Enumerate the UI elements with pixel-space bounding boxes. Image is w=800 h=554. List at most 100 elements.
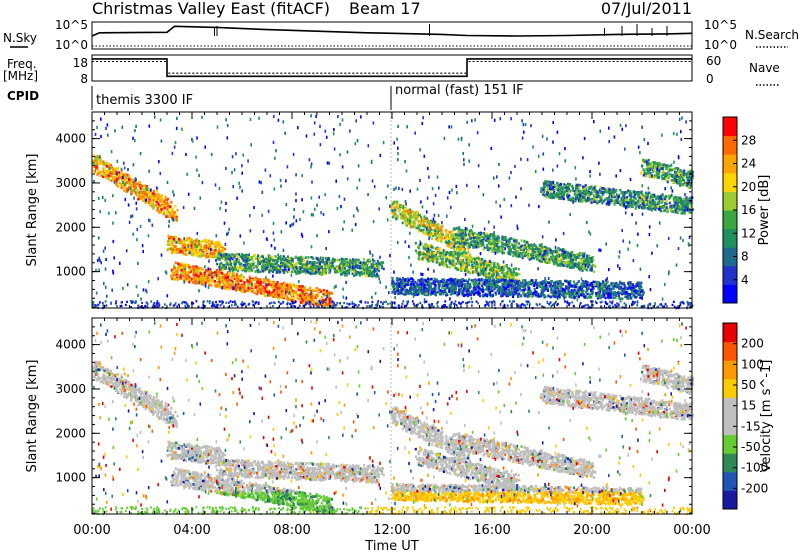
power-cell bbox=[399, 213, 402, 216]
power-cell bbox=[160, 196, 163, 199]
power-cell bbox=[528, 254, 532, 257]
power-cell bbox=[182, 274, 185, 278]
power-cell bbox=[298, 271, 301, 275]
power-cell bbox=[224, 276, 227, 279]
power-cell bbox=[115, 179, 118, 182]
power-cell bbox=[104, 168, 107, 172]
power-cell bbox=[272, 268, 275, 272]
power-cell bbox=[281, 258, 284, 261]
power-cell bbox=[557, 260, 560, 263]
power-cell bbox=[573, 255, 576, 259]
power-cell bbox=[434, 229, 437, 232]
power-cell bbox=[295, 272, 298, 275]
power-cell bbox=[116, 177, 119, 181]
power-cell bbox=[650, 207, 653, 210]
power-cell bbox=[362, 272, 366, 275]
power-cell bbox=[136, 182, 139, 186]
power-cell bbox=[251, 290, 254, 293]
power-cell bbox=[158, 198, 161, 202]
power-cell bbox=[284, 266, 287, 269]
power-cell bbox=[556, 263, 559, 267]
power-cell bbox=[466, 238, 469, 241]
power-cell bbox=[264, 263, 267, 266]
power-cell bbox=[304, 289, 307, 292]
power-cell bbox=[663, 197, 667, 201]
power-cell bbox=[250, 256, 253, 259]
power-cell bbox=[188, 239, 191, 242]
power-cell bbox=[630, 195, 633, 199]
power-cell bbox=[503, 251, 506, 255]
power-cell bbox=[109, 163, 113, 167]
power-cell bbox=[355, 258, 358, 262]
power-cell bbox=[453, 238, 456, 241]
power-cell bbox=[637, 199, 640, 203]
power-cell bbox=[256, 270, 260, 274]
power-cell bbox=[482, 236, 485, 240]
power-cell bbox=[390, 204, 393, 208]
power-cell bbox=[635, 191, 639, 194]
power-cell bbox=[676, 211, 679, 215]
power-cell bbox=[218, 277, 221, 281]
power-cell bbox=[235, 272, 239, 276]
power-cell bbox=[508, 248, 511, 251]
power-cell bbox=[665, 199, 668, 203]
power-cell bbox=[178, 251, 181, 254]
power-cell bbox=[509, 268, 512, 272]
power-cell bbox=[212, 249, 215, 252]
power-cell bbox=[520, 239, 523, 242]
power-cell bbox=[298, 285, 301, 288]
power-cell bbox=[178, 237, 181, 241]
power-cell bbox=[655, 204, 658, 207]
power-cell bbox=[237, 288, 240, 291]
power-cell bbox=[543, 248, 546, 251]
power-cell bbox=[426, 223, 429, 226]
power-cell bbox=[445, 232, 448, 235]
power-cell bbox=[549, 251, 552, 255]
power-cell bbox=[559, 182, 562, 186]
power-cell bbox=[461, 241, 464, 245]
power-cell bbox=[463, 242, 466, 245]
power-cell bbox=[128, 174, 131, 178]
power-cell bbox=[418, 224, 421, 228]
power-cell bbox=[393, 207, 396, 210]
power-cell bbox=[669, 207, 672, 210]
power-cell bbox=[580, 194, 583, 198]
power-cell bbox=[525, 243, 528, 247]
power-cell bbox=[560, 261, 563, 265]
power-cell bbox=[320, 301, 323, 305]
power-cell bbox=[488, 264, 491, 267]
power-cell bbox=[418, 250, 421, 254]
power-cell bbox=[452, 257, 455, 261]
power-cell bbox=[173, 277, 176, 281]
power-cell bbox=[303, 293, 306, 297]
power-cell bbox=[243, 290, 246, 294]
power-cell bbox=[423, 215, 426, 218]
power-cell bbox=[567, 261, 570, 265]
power-cell bbox=[316, 270, 319, 274]
power-cell bbox=[193, 242, 196, 246]
power-cell bbox=[329, 266, 332, 270]
power-cell bbox=[523, 240, 526, 244]
power-cell bbox=[176, 248, 179, 251]
power-cell bbox=[320, 265, 323, 269]
power-cell bbox=[592, 190, 595, 193]
power-cell bbox=[160, 198, 163, 201]
power-cell bbox=[174, 204, 177, 208]
power-cell bbox=[487, 241, 490, 245]
power-cell bbox=[415, 226, 418, 230]
power-cell bbox=[546, 180, 549, 183]
power-cell bbox=[545, 247, 548, 250]
power-cell bbox=[150, 205, 154, 208]
power-cell bbox=[192, 273, 195, 276]
power-cell bbox=[355, 272, 359, 275]
power-cell bbox=[268, 271, 271, 274]
power-cell bbox=[317, 303, 320, 306]
power-cell bbox=[235, 279, 238, 283]
power-cell bbox=[391, 202, 394, 205]
power-cell bbox=[461, 247, 464, 250]
power-cell bbox=[199, 255, 202, 258]
power-cell bbox=[458, 261, 461, 264]
power-cell bbox=[167, 197, 170, 201]
power-cell bbox=[327, 263, 331, 267]
power-cell bbox=[487, 272, 490, 275]
